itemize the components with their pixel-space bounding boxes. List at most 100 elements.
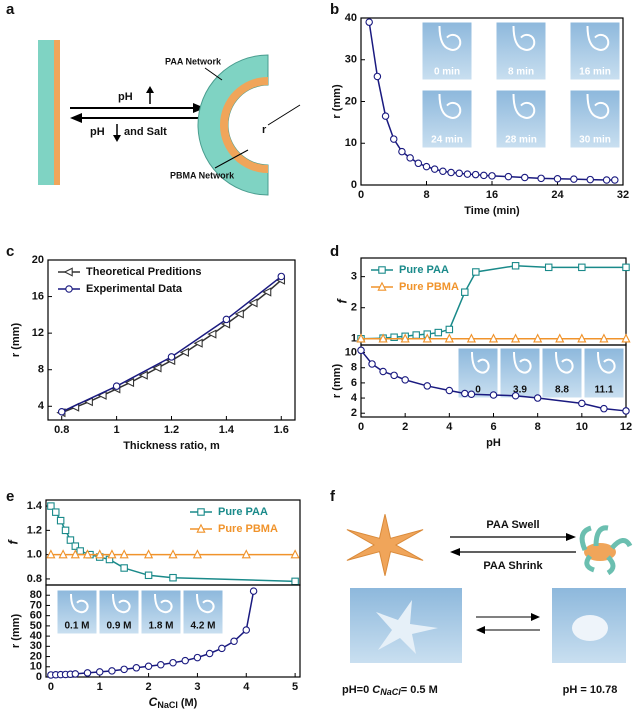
inset-photo [495, 89, 547, 149]
y-tick-label: 30 [30, 640, 42, 652]
data-point [466, 333, 477, 343]
inset-photo [541, 347, 583, 399]
inset-label: 11.1 [595, 385, 614, 396]
inset-filament [471, 351, 490, 374]
x-tick-label: 0.8 [54, 424, 69, 436]
data-point [144, 662, 153, 671]
data-point [504, 172, 513, 181]
data-point [61, 526, 70, 535]
data-point [555, 333, 565, 343]
data-point [112, 382, 121, 390]
plot-frame [45, 584, 301, 678]
inset-label: 0.1 M [64, 621, 89, 632]
label: and Salt [124, 126, 167, 138]
data-point [400, 333, 410, 343]
data-point [544, 263, 553, 272]
y-tick-label: 4 [351, 392, 358, 404]
data-point [463, 170, 472, 178]
radius-line [267, 104, 301, 126]
caption: pH=0 CNaCl= 0.5 M [342, 684, 438, 697]
data-point [511, 262, 520, 270]
label: PAA Shrink [483, 560, 543, 572]
legend-marker [196, 523, 206, 533]
label: pH [90, 126, 105, 138]
flat-strip [38, 40, 54, 185]
y-tick-label: 6 [351, 377, 357, 389]
data-point [578, 263, 586, 272]
arrow-head [146, 86, 154, 93]
y-tick-label: 20 [30, 650, 42, 662]
x-tick-label: 8 [535, 421, 541, 433]
data-point [107, 549, 117, 559]
y-tick-label: 10 [30, 661, 42, 673]
data-point [412, 331, 420, 339]
data-point [169, 658, 177, 667]
data-point [423, 382, 431, 390]
x-axis-label-part: (M) [181, 697, 198, 709]
y-tick-label: 2 [351, 302, 357, 314]
data-point [230, 637, 238, 645]
x-tick-label: 1 [97, 681, 103, 693]
x-axis-label: CNaCl (M) [149, 695, 198, 710]
inset-filament [70, 593, 89, 614]
inset-photo [421, 89, 473, 149]
y-axis-label: f [5, 539, 20, 545]
data-point [120, 564, 128, 572]
data-point [193, 338, 203, 348]
inset-label: 30 min [579, 135, 611, 146]
diagram-f: PAA Swell PAA Shrink pH=0 CNaCl= 0.5 M p… [342, 519, 633, 697]
data-point [248, 298, 258, 308]
data-point [46, 549, 56, 559]
data-point [600, 404, 608, 413]
legend-marker [197, 508, 205, 516]
panel-label: a [6, 1, 15, 18]
y-tick-label: 0 [36, 671, 42, 683]
inset-label: 0 min [434, 67, 460, 78]
data-point [167, 353, 176, 361]
caption-part: pH=0 [342, 684, 369, 696]
data-point [357, 346, 365, 355]
data-point [181, 656, 189, 665]
inset-photo [583, 347, 625, 399]
y-tick-label: 40 [30, 630, 42, 642]
data-point [422, 162, 431, 171]
caption-part: C [372, 684, 381, 696]
data-point [138, 370, 148, 380]
arrow-head [531, 613, 540, 621]
data-point [381, 112, 390, 120]
inset-label: 1.8 M [148, 621, 173, 632]
y-tick-label: 2 [351, 407, 357, 419]
data-point [461, 288, 469, 296]
y-tick-label: 4 [38, 400, 45, 412]
data-point [66, 536, 75, 544]
label: PAA Swell [486, 519, 539, 531]
legend-marker [65, 285, 73, 293]
series-line [61, 275, 282, 413]
data-point [533, 394, 542, 402]
data-point [621, 333, 631, 343]
legend-label: Theoretical Preditions [86, 266, 202, 278]
x-tick-label: 24 [551, 189, 564, 201]
data-point [82, 549, 93, 559]
data-point [537, 174, 545, 183]
data-point [447, 168, 455, 177]
x-tick-label: 1.4 [219, 424, 235, 436]
x-axis-label-part: C [149, 695, 158, 709]
pointer [204, 67, 223, 81]
panel-label: d [330, 243, 339, 260]
y-axis-label: r (mm) [10, 614, 22, 649]
data-point [389, 135, 398, 143]
data-point [430, 165, 439, 173]
data-point [510, 333, 521, 343]
x-tick-label: 5 [292, 681, 298, 693]
data-point [71, 670, 80, 678]
y-tick-label: 8 [351, 362, 357, 374]
photo-gel [572, 615, 608, 641]
inset-photo [140, 589, 182, 635]
inset-filament [196, 593, 215, 614]
star-gel [346, 514, 424, 576]
data-point [249, 587, 258, 595]
panel-label: b [330, 1, 339, 18]
panel-label: e [6, 488, 14, 505]
